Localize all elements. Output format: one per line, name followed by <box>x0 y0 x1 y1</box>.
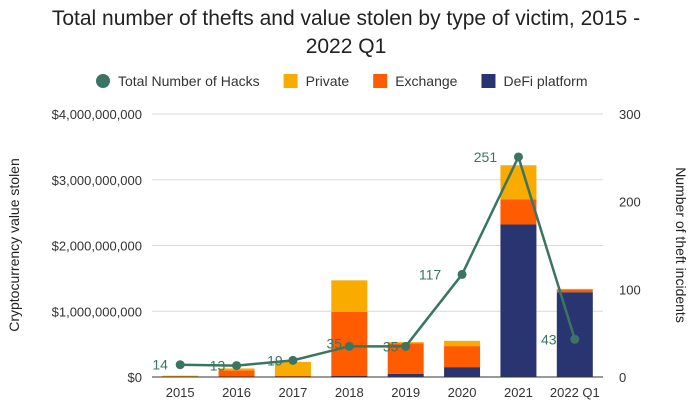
hacks-data-label: 35 <box>383 338 399 354</box>
bar-private <box>556 288 593 290</box>
bar-defi-platform <box>331 375 368 377</box>
y-axis-left-label: Cryptocurrency value stolen <box>6 158 22 332</box>
bar-defi-platform <box>556 292 593 377</box>
x-tick-label: 2017 <box>278 385 307 400</box>
y-right-tick-label: 0 <box>619 370 626 385</box>
hacks-data-label: 117 <box>419 266 442 282</box>
legend-label-total-number-of-hacks: Total Number of Hacks <box>118 73 260 89</box>
hacks-data-label: 13 <box>210 358 226 374</box>
axes: $0 $1,000,000,000 $2,000,000,000 $3,000,000… <box>52 107 641 400</box>
legend-marker-exchange <box>373 74 388 88</box>
x-tick-label: 2019 <box>391 385 420 400</box>
chart-title-line-2: 2022 Q1 <box>306 35 387 58</box>
chart-title-line-1: Total number of thefts and value stolen … <box>52 7 640 30</box>
legend-label-exchange: Exchange <box>395 73 457 89</box>
y-right-tick-label: 300 <box>619 107 641 122</box>
y-right-tick-label: 200 <box>619 195 641 210</box>
hacks-line: 14 13 19 35 35 117 251 43 <box>152 149 580 374</box>
bar-exchange <box>444 346 481 368</box>
bar-exchange <box>500 199 537 225</box>
hacks-point <box>570 334 580 344</box>
legend: Total Number of Hacks Private Exchange DeFi… <box>96 73 588 89</box>
hacks-data-label: 43 <box>541 331 557 347</box>
x-tick-label: 2020 <box>448 385 477 400</box>
legend-marker-private <box>283 74 298 88</box>
hacks-data-label: 251 <box>474 149 498 165</box>
bar-private <box>162 375 199 377</box>
legend-label-private: Private <box>306 73 350 89</box>
y-left-tick-label: $4,000,000,000 <box>52 107 142 122</box>
legend-marker-total-number-of-hacks <box>96 74 110 88</box>
y-left-tick-label: $0 <box>128 370 142 385</box>
hacks-point <box>175 360 185 370</box>
bar-exchange <box>218 370 255 377</box>
y-left-tick-label: $1,000,000,000 <box>52 304 142 319</box>
y-left-tick-label: $2,000,000,000 <box>52 239 142 254</box>
hacks-data-label: 35 <box>327 335 343 351</box>
hacks-point <box>457 269 467 279</box>
bar-private <box>331 280 368 312</box>
hacks-line-path <box>180 153 577 367</box>
x-tick-label: 2018 <box>335 385 364 400</box>
y-axis-right-label: Number of theft incidents <box>673 167 689 323</box>
bar-defi-platform <box>387 373 424 377</box>
bar-exchange <box>274 375 311 377</box>
x-tick-label: 2016 <box>222 385 251 400</box>
bar-exchange <box>556 289 593 293</box>
bar-defi-platform <box>500 224 537 377</box>
hacks-point <box>513 152 523 162</box>
legend-marker-defi-platform <box>481 74 496 88</box>
x-tick-label: 2022 Q1 <box>550 385 600 400</box>
hacks-point <box>401 341 411 351</box>
bar-defi-platform <box>444 367 481 377</box>
x-tick-label: 2015 <box>166 385 195 400</box>
bar-private <box>274 361 311 376</box>
hacks-data-label: 19 <box>267 352 283 368</box>
y-right-tick-label: 100 <box>619 282 641 297</box>
bar-private <box>444 340 481 347</box>
y-left-tick-label: $3,000,000,000 <box>52 173 142 188</box>
hacks-point <box>288 355 298 365</box>
hacks-data-label: 14 <box>152 357 168 373</box>
hacks-point <box>232 361 242 371</box>
hacks-point <box>344 341 354 351</box>
legend-label-defi-platform: DeFi platform <box>503 73 587 89</box>
x-tick-label: 2021 <box>504 385 533 400</box>
